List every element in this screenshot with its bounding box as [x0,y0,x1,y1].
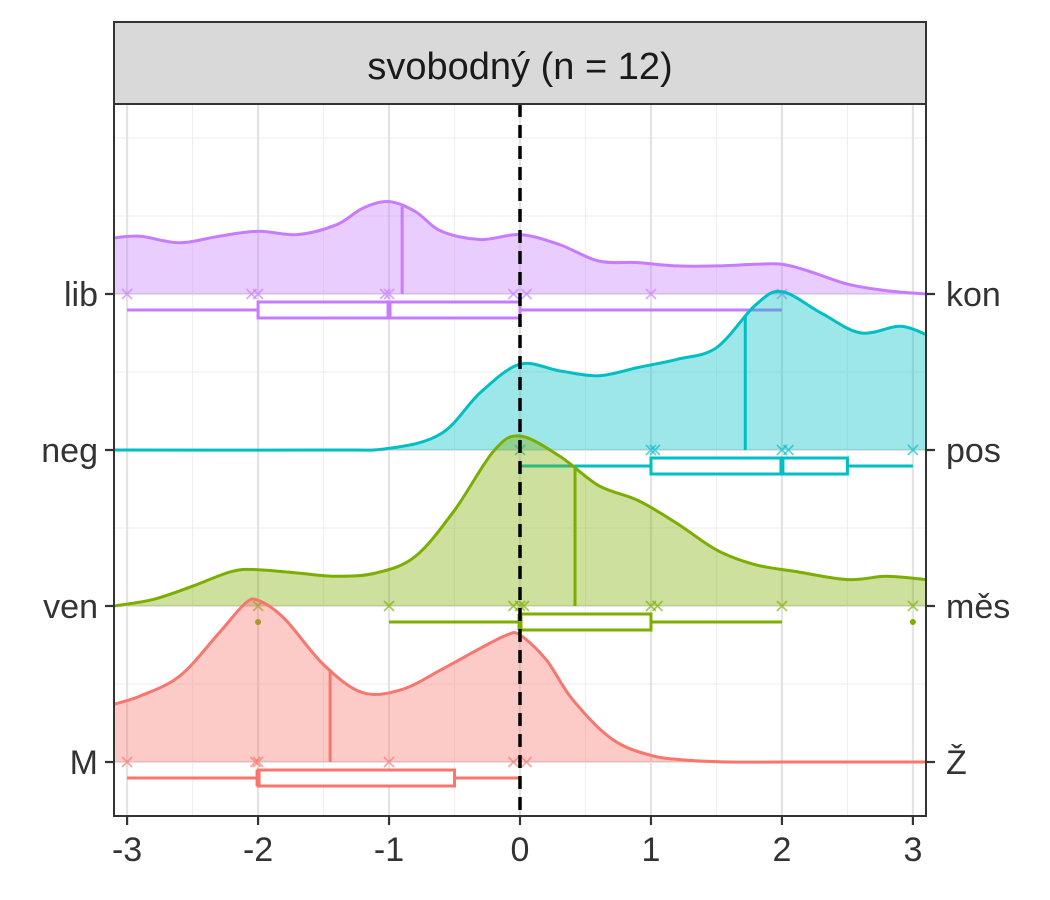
y-tick-label-left: ven [43,588,98,626]
y-tick-label-right: měs [946,588,1010,626]
data-point [252,288,264,300]
y-tick-label-right: pos [946,432,1001,470]
data-point [645,288,657,300]
data-point [507,288,520,300]
y-tick-label-left: lib [64,276,98,314]
density-area [114,435,926,606]
box-iqr [256,768,457,788]
data-point [782,444,795,456]
x-tick-label: -3 [112,831,142,869]
data-point [520,756,533,768]
x-tick-label: -1 [374,831,404,869]
density-area [114,291,926,451]
axes: lib kon neg pos ven měs M Ž -3 -2 -1 0 1 2 3 [41,276,1010,869]
x-tick-label: 1 [642,831,661,869]
data-point [520,288,533,300]
data-point [252,756,264,768]
data-point [907,444,919,456]
density-curve [113,434,927,608]
density-curve [113,200,927,296]
x-tick-label: 3 [903,831,922,869]
x-tick-label: -2 [243,831,273,869]
data-point [383,600,395,612]
x-tick-label: 2 [772,831,791,869]
box-iqr [649,456,849,476]
density-area [114,201,926,294]
density-curve [113,597,926,764]
data-point [249,756,262,768]
y-tick-label-left: M [70,744,98,782]
ridge-ven [113,434,927,632]
outlier-point [255,619,262,625]
data-point [383,288,395,300]
data-point [776,600,788,612]
data-point [645,444,657,456]
data-point [121,756,133,768]
panel-title: svobodný (n = 12) [367,46,672,88]
data-point [651,600,664,612]
y-tick-label-right: Ž [946,744,967,782]
data-point [907,600,919,612]
ridge-neg [113,289,927,476]
box-iqr [518,612,653,632]
data-point [383,756,395,768]
density-curve [113,289,927,452]
y-tick-label-left: neg [41,432,98,470]
data-point [514,600,526,612]
x-tick-label: 0 [511,831,530,869]
data-point [379,288,391,300]
y-tick-label-right: kon [946,276,1001,314]
panel-strip: svobodný (n = 12) [113,21,927,105]
outlier-point [909,619,916,625]
ridge-lib [113,200,927,320]
data-point [121,288,133,300]
data-point [649,444,661,456]
data-point [507,756,520,768]
strip-background [113,21,927,105]
